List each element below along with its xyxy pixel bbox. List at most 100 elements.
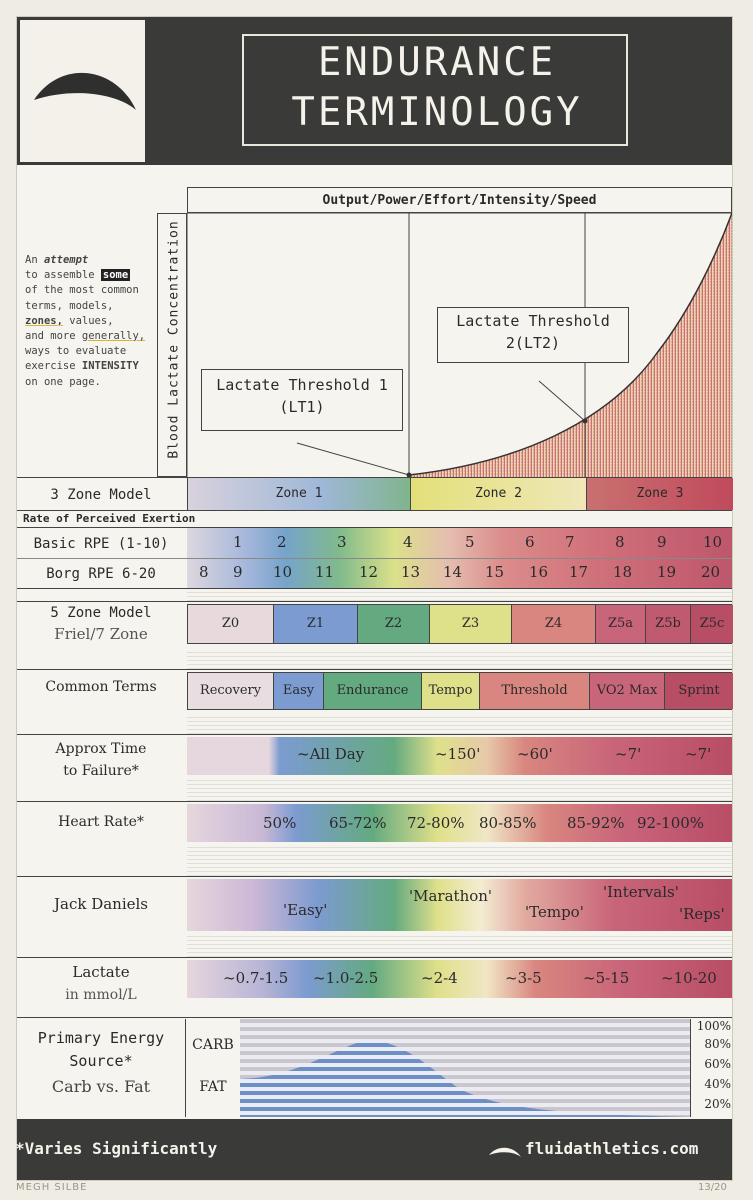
basic-rpe-value: 6 — [525, 533, 535, 551]
curve-area — [409, 213, 732, 479]
title-box: ENDURANCE TERMINOLOGY — [242, 34, 628, 146]
zone-z2: Z2 — [358, 605, 430, 643]
lt1-abbrev: (LT1) — [279, 398, 325, 416]
title-line-2: TERMINOLOGY — [291, 90, 583, 135]
lactate-band — [187, 960, 732, 998]
zone-z0: Z0 — [188, 605, 274, 643]
rpe-header: Rate of Perceived Exertion — [23, 512, 196, 525]
spacer-stripes — [187, 649, 732, 669]
lt1-point — [406, 472, 412, 478]
borg-rpe-value: 9 — [233, 563, 243, 581]
lactate-2: ~1.0-2.5 — [313, 969, 379, 987]
lt2-abbrev: 2(LT2) — [505, 334, 561, 352]
intro-line: exercise — [25, 360, 82, 373]
intro-line: An — [25, 254, 38, 266]
energy-label-1: Primary Energy — [37, 1029, 165, 1047]
lactate-4: ~3-5 — [505, 969, 542, 987]
pct-80: 80% — [704, 1037, 731, 1051]
intro-line: on one page. — [25, 375, 101, 388]
jd-reps: 'Reps' — [679, 905, 725, 923]
borg-rpe-value: 12 — [359, 563, 379, 581]
term-recovery: Recovery — [188, 673, 274, 709]
pct-60: 60% — [704, 1057, 731, 1071]
intro-line: terms, models, — [25, 299, 114, 312]
borg-rpe-value: 17 — [569, 563, 589, 581]
ttf-150: ~150' — [435, 745, 481, 763]
edition-number: 13/20 — [698, 1182, 727, 1193]
zone-z5c: Z5c — [691, 605, 733, 643]
hr-72-80: 72-80% — [407, 814, 465, 832]
swoosh-small-icon — [489, 1147, 521, 1157]
lt2-point — [582, 418, 588, 424]
hr-85-92: 85-92% — [567, 814, 625, 832]
term-endurance: Endurance — [324, 673, 422, 709]
term-easy: Easy — [274, 673, 324, 709]
zone-2: Zone 2 — [411, 478, 587, 510]
spacer-stripes — [187, 779, 732, 801]
lt2-pointer — [538, 380, 586, 422]
intro-line: to assemble — [25, 269, 95, 282]
basic-rpe-values: 1 2 3 4 5 6 7 8 9 10 — [187, 533, 732, 555]
hr-92-100: 92-100% — [637, 814, 705, 832]
footer-site: fluidathletics.com — [525, 1139, 699, 1158]
basic-rpe-value: 9 — [657, 533, 667, 551]
term-sprint: Sprint — [665, 673, 733, 709]
jd-marathon: 'Marathon' — [409, 887, 493, 905]
spacer-stripes — [187, 714, 732, 734]
ttf-label-1: Approx Time — [55, 741, 147, 757]
intro-zones: zones, — [25, 314, 63, 327]
swoosh-logo-icon — [34, 72, 136, 110]
percent-axis: 100% 80% 60% 40% 20% — [690, 1019, 733, 1117]
common-terms-label: Common Terms — [45, 679, 157, 695]
ttf-7b: ~7' — [685, 745, 712, 763]
term-threshold: Threshold — [480, 673, 590, 709]
intro-line: of the most common — [25, 284, 139, 297]
term-vo2max: VO2 Max — [590, 673, 665, 709]
lactate-6: ~10-20 — [661, 969, 717, 987]
zone-3: Zone 3 — [587, 478, 733, 510]
lactate-1: ~0.7-1.5 — [223, 969, 289, 987]
jd-tempo: 'Tempo' — [525, 903, 584, 921]
lactate-curve — [408, 213, 732, 476]
graph-y-axis-box: Blood Lactate Concentration — [157, 213, 187, 477]
five-zone-band: Z0 Z1 Z2 Z3 Z4 Z5a Z5b Z5c — [187, 604, 733, 644]
common-terms-band: Recovery Easy Endurance Tempo Threshold … — [187, 672, 733, 710]
jd-intervals: 'Intervals' — [603, 883, 679, 901]
zone-z3: Z3 — [430, 605, 512, 643]
lactate-label-1: Lactate — [72, 963, 130, 981]
basic-rpe-value: 1 — [233, 533, 243, 551]
header: ENDURANCE TERMINOLOGY — [17, 17, 732, 165]
hr-80-85: 80-85% — [479, 814, 537, 832]
borg-rpe-value: 14 — [443, 563, 463, 581]
basic-rpe-value: 2 — [277, 533, 287, 551]
ttf-60: ~60' — [517, 745, 553, 763]
borg-rpe-value: 18 — [613, 563, 633, 581]
borg-rpe-value: 11 — [315, 563, 335, 581]
borg-rpe-value: 10 — [273, 563, 293, 581]
graph-y-label: Blood Lactate Concentration — [166, 220, 182, 459]
lactate-label-2: in mmol/L — [65, 987, 137, 1003]
spacer-stripes — [187, 589, 732, 601]
zone-1: Zone 1 — [188, 478, 411, 510]
three-zone-label: 3 Zone Model — [50, 487, 152, 503]
borg-rpe-value: 16 — [529, 563, 549, 581]
lt2-callout: Lactate Threshold 2(LT2) — [437, 307, 629, 363]
hr-50: 50% — [263, 814, 297, 832]
poster: ENDURANCE TERMINOLOGY An attempt to asse… — [15, 16, 733, 1181]
lt2-label: Lactate Threshold — [456, 312, 610, 330]
intro-emphasis: attempt — [43, 254, 89, 266]
title-line-1: ENDURANCE — [317, 40, 557, 85]
heart-rate-band — [187, 804, 732, 842]
five-zone-label-2: Friel/7 Zone — [54, 625, 148, 643]
borg-rpe-value: 15 — [485, 563, 505, 581]
graph-x-label: Output/Power/Effort/Intensity/Speed — [187, 187, 732, 213]
basic-rpe-label: Basic RPE (1-10) — [33, 536, 169, 552]
energy-chart — [240, 1019, 690, 1117]
logo — [20, 20, 145, 162]
artist-signature: MEGH SILBE — [16, 1182, 88, 1193]
zone-z1: Z1 — [274, 605, 358, 643]
basic-rpe-value: 5 — [465, 533, 475, 551]
spacer-stripes — [187, 846, 732, 876]
footer: *Varies Significantly fluidathletics.com — [15, 1119, 732, 1180]
fat-label: FAT — [199, 1079, 227, 1095]
